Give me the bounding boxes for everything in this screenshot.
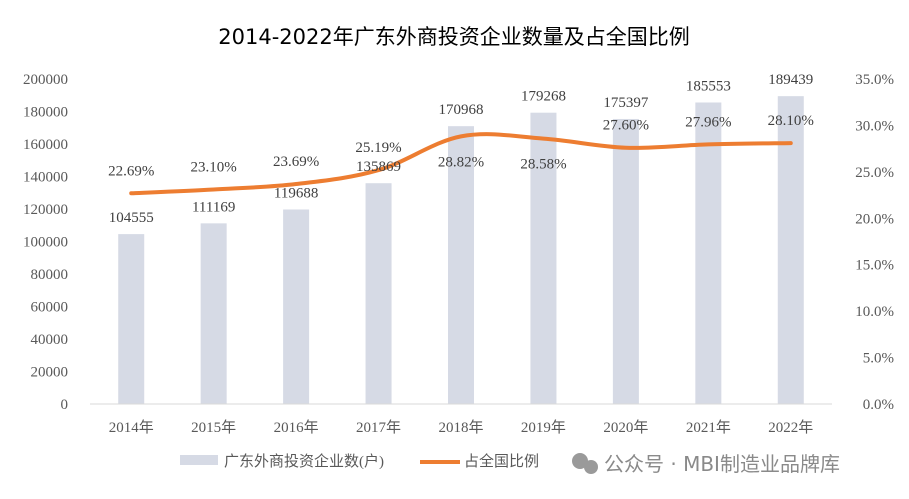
right-tick-label: 20.0% bbox=[855, 211, 894, 227]
x-tick-label: 2018年 bbox=[438, 419, 483, 436]
right-tick-label: 35.0% bbox=[855, 72, 894, 88]
left-tick-label: 40000 bbox=[31, 332, 69, 348]
bar-data-label: 104555 bbox=[109, 210, 154, 226]
line-data-label: 23.69% bbox=[273, 154, 319, 170]
bar-data-label: 185553 bbox=[686, 78, 731, 94]
right-tick-label: 25.0% bbox=[855, 165, 894, 181]
bar-data-label: 189439 bbox=[768, 72, 813, 88]
x-tick-label: 2016年 bbox=[274, 419, 319, 436]
bar bbox=[612, 118, 639, 405]
right-tick-label: 10.0% bbox=[855, 304, 894, 320]
wechat-icon bbox=[572, 453, 588, 469]
right-tick-label: 0.0% bbox=[863, 397, 894, 413]
line-data-label: 27.60% bbox=[603, 118, 649, 134]
bar bbox=[365, 183, 392, 404]
legend: 广东外商投资企业数(户) 占全国比例 bbox=[180, 452, 539, 470]
line-data-label: 22.69% bbox=[108, 163, 154, 179]
left-tick-label: 80000 bbox=[31, 267, 69, 283]
x-tick-label: 2019年 bbox=[521, 419, 566, 436]
left-tick-label: 180000 bbox=[23, 105, 68, 121]
right-tick-label: 15.0% bbox=[855, 258, 894, 274]
left-tick-label: 0 bbox=[61, 397, 69, 413]
x-tick-label: 2017年 bbox=[356, 419, 401, 436]
bar-data-label: 119688 bbox=[274, 186, 318, 202]
x-tick-label: 2020年 bbox=[603, 419, 648, 436]
bar bbox=[448, 126, 474, 404]
left-tick-label: 140000 bbox=[23, 170, 68, 186]
legend-label-line: 占全国比例 bbox=[464, 452, 539, 470]
bar-data-label: 170968 bbox=[439, 102, 484, 118]
watermark-text: 公众号 · MBI制造业品牌库 bbox=[604, 452, 840, 476]
bar-data-label: 111169 bbox=[192, 199, 235, 215]
bar bbox=[530, 112, 557, 404]
right-tick-label: 5.0% bbox=[863, 351, 894, 367]
legend-label-bar: 广东外商投资企业数(户) bbox=[224, 452, 384, 470]
left-tick-label: 160000 bbox=[23, 137, 68, 153]
bar bbox=[283, 209, 310, 404]
chart-title: 2014-2022年广东外商投资企业数量及占全国比例 bbox=[218, 25, 689, 49]
left-tick-label: 20000 bbox=[31, 365, 69, 381]
left-tick-label: 120000 bbox=[23, 202, 68, 218]
line-data-label: 28.10% bbox=[768, 113, 814, 129]
bar-data-label: 179268 bbox=[521, 89, 566, 105]
watermark: 公众号 · MBI制造业品牌库 bbox=[572, 452, 840, 476]
x-tick-label: 2021年 bbox=[686, 419, 731, 436]
bar bbox=[200, 223, 227, 404]
bar bbox=[777, 96, 804, 405]
left-tick-label: 200000 bbox=[23, 72, 68, 88]
bar bbox=[118, 234, 145, 404]
legend-swatch-bar bbox=[180, 455, 218, 465]
x-tick-label: 2022年 bbox=[768, 419, 813, 436]
line-data-label: 25.19% bbox=[355, 140, 401, 156]
bar-data-label: 175397 bbox=[603, 95, 649, 111]
right-tick-label: 30.0% bbox=[855, 118, 894, 134]
bar bbox=[695, 102, 722, 404]
x-tick-label: 2014年 bbox=[109, 419, 154, 436]
left-tick-label: 60000 bbox=[31, 300, 69, 316]
line-data-label: 28.58% bbox=[520, 157, 566, 173]
bar-data-label: 135869 bbox=[356, 159, 401, 175]
line-data-label: 27.96% bbox=[685, 114, 731, 130]
line-data-label: 28.82% bbox=[438, 154, 484, 170]
x-tick-label: 2015年 bbox=[191, 419, 236, 436]
line-data-label: 23.10% bbox=[191, 160, 237, 176]
left-tick-label: 100000 bbox=[23, 235, 68, 251]
